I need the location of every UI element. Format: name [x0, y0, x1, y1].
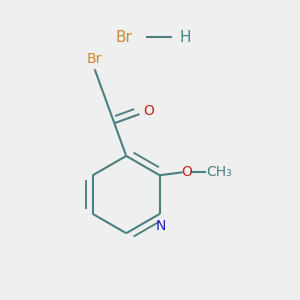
Text: Br: Br — [87, 52, 102, 66]
Text: Br: Br — [115, 30, 132, 45]
Text: H: H — [180, 30, 191, 45]
Text: CH₃: CH₃ — [207, 165, 232, 179]
Text: O: O — [181, 165, 192, 179]
Text: N: N — [156, 219, 166, 233]
Text: O: O — [143, 104, 154, 118]
